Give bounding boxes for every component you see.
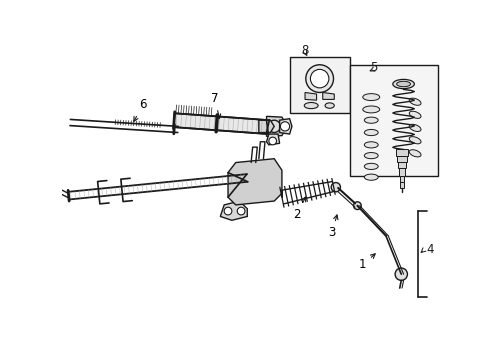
Polygon shape — [323, 93, 334, 99]
Polygon shape — [267, 134, 280, 145]
Circle shape — [311, 69, 329, 88]
Text: 3: 3 — [328, 215, 338, 239]
Polygon shape — [399, 168, 405, 176]
Ellipse shape — [365, 142, 378, 148]
Ellipse shape — [304, 103, 318, 109]
Circle shape — [395, 268, 408, 280]
Ellipse shape — [365, 174, 378, 180]
Ellipse shape — [363, 106, 380, 113]
Circle shape — [353, 202, 361, 210]
Text: 8: 8 — [301, 44, 309, 57]
Text: 1: 1 — [359, 254, 375, 271]
Ellipse shape — [365, 117, 378, 123]
Bar — [290, 57, 350, 113]
Bar — [350, 65, 438, 176]
Ellipse shape — [409, 150, 421, 157]
Polygon shape — [280, 119, 292, 134]
Text: 4: 4 — [426, 243, 434, 256]
Polygon shape — [228, 159, 282, 205]
Polygon shape — [305, 93, 317, 100]
Polygon shape — [398, 162, 406, 168]
Circle shape — [280, 122, 290, 131]
Text: 7: 7 — [211, 92, 220, 118]
Ellipse shape — [363, 94, 380, 100]
Ellipse shape — [409, 124, 421, 131]
Text: 6: 6 — [134, 98, 147, 121]
Text: 5: 5 — [370, 61, 377, 74]
Polygon shape — [396, 149, 408, 156]
Circle shape — [268, 120, 280, 132]
Circle shape — [237, 207, 245, 215]
Ellipse shape — [365, 163, 378, 170]
Ellipse shape — [409, 137, 421, 144]
Ellipse shape — [409, 98, 421, 105]
Ellipse shape — [365, 130, 378, 136]
Polygon shape — [400, 176, 404, 182]
Polygon shape — [259, 120, 274, 132]
Circle shape — [224, 207, 232, 215]
Polygon shape — [267, 116, 287, 136]
Circle shape — [269, 137, 276, 145]
Polygon shape — [220, 201, 247, 220]
Polygon shape — [400, 182, 404, 188]
Ellipse shape — [393, 80, 415, 89]
Polygon shape — [173, 113, 270, 134]
Circle shape — [306, 65, 334, 93]
Text: 2: 2 — [294, 197, 306, 221]
Ellipse shape — [397, 81, 411, 87]
Polygon shape — [397, 156, 407, 162]
Ellipse shape — [409, 111, 421, 118]
Circle shape — [331, 183, 341, 192]
Ellipse shape — [365, 153, 378, 159]
Ellipse shape — [325, 103, 334, 108]
